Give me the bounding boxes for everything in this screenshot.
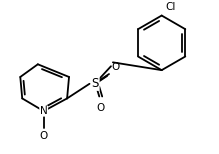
Text: O: O xyxy=(40,131,48,141)
Text: N: N xyxy=(40,106,48,116)
Text: O: O xyxy=(111,62,119,72)
Text: Cl: Cl xyxy=(166,2,176,12)
Text: S: S xyxy=(92,77,99,90)
Text: O: O xyxy=(96,103,104,113)
